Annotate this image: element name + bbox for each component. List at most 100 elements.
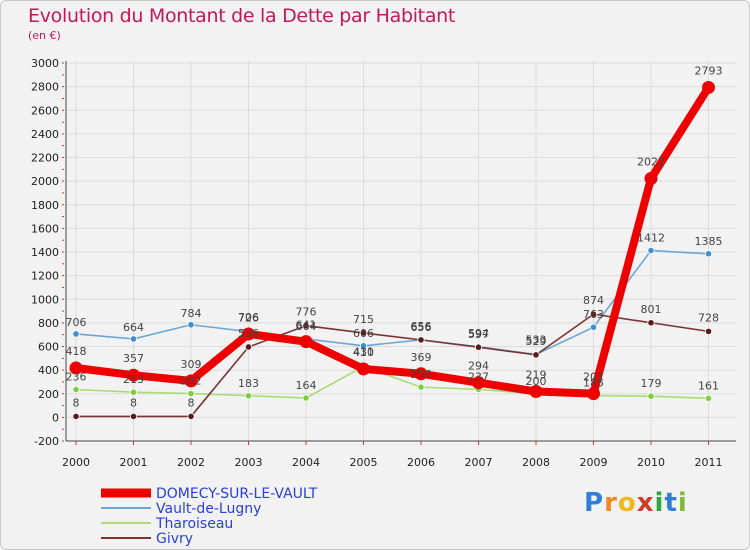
data-label: 183 [238, 377, 259, 390]
y-tick-label: 800 [38, 317, 59, 330]
data-label: 237 [468, 370, 489, 383]
x-tick-label: 2011 [695, 456, 723, 469]
data-label: 664 [123, 321, 144, 334]
data-label: 8 [188, 396, 195, 409]
series-line-vault-de-lugny [75, 249, 710, 356]
data-label: 529 [526, 335, 547, 348]
logo-letter: P [584, 488, 605, 518]
data-label: 256 [411, 368, 432, 381]
data-label: 594 [468, 327, 489, 340]
data-point [587, 387, 600, 401]
data-label: 763 [583, 308, 604, 321]
chart-title: Evolution du Montant de la Dette par Hab… [28, 5, 456, 27]
data-label: 369 [411, 351, 432, 364]
data-label: 164 [296, 379, 317, 392]
data-label: 8 [130, 396, 137, 409]
logo-letter: r [604, 488, 618, 518]
data-point [704, 250, 713, 258]
y-tick-label: 2600 [31, 104, 59, 117]
data-label: 185 [583, 377, 604, 390]
data-point [187, 412, 195, 421]
y-tick-label: 3000 [31, 57, 59, 70]
data-point [299, 335, 313, 349]
data-label: 597 [468, 328, 489, 341]
data-point [702, 80, 715, 94]
data-label: 8 [73, 396, 80, 409]
data-point [302, 394, 310, 402]
y-tick-label: 1400 [31, 246, 59, 259]
data-label: 656 [411, 320, 432, 333]
data-point [184, 374, 198, 388]
data-point [647, 246, 655, 255]
data-point [357, 362, 370, 376]
data-point [129, 412, 138, 421]
data-point [72, 412, 80, 421]
data-point [302, 322, 310, 330]
legend-label: Vault-de-Lugny [156, 501, 261, 517]
data-point [127, 368, 140, 382]
data-point [129, 388, 138, 396]
data-label: 431 [353, 345, 374, 358]
x-tick-label: 2005 [350, 456, 378, 469]
data-label: 410 [353, 346, 374, 359]
data-label: 418 [66, 345, 87, 358]
x-tick-label: 2001 [120, 456, 148, 469]
y-tick-label: 0 [52, 411, 59, 424]
data-point [69, 361, 83, 375]
data-point [647, 392, 655, 400]
data-point [242, 327, 255, 341]
data-label: 179 [641, 377, 662, 390]
data-label: 726 [238, 312, 259, 325]
logo-letter: i [654, 488, 665, 518]
data-point [529, 385, 543, 399]
data-point [589, 323, 598, 331]
y-tick-label: 2000 [31, 175, 59, 188]
data-point [187, 321, 195, 329]
data-point [244, 343, 253, 351]
data-point [72, 330, 80, 338]
legend: DOMECY-SUR-LE-VAULTVault-de-LugnyTharois… [101, 486, 318, 547]
data-label: 606 [353, 327, 374, 340]
y-tick-label: 1200 [31, 270, 59, 283]
x-tick-label: 2009 [580, 456, 608, 469]
legend-label: Tharoiseau [155, 516, 233, 532]
data-label: 664 [296, 320, 317, 333]
axis-layer: -200 0 200 400 600 800 1000 1200 1400 1600 1800 200… [31, 57, 736, 469]
data-label: 309 [181, 358, 202, 371]
data-label: 2022 [637, 156, 665, 169]
data-label: 784 [181, 307, 202, 320]
y-tick-label: 400 [38, 364, 59, 377]
y-tick-label: 1000 [31, 293, 59, 306]
data-label: 715 [353, 313, 374, 326]
data-point [532, 351, 540, 359]
x-tick-label: 2007 [465, 456, 493, 469]
x-tick-label: 2002 [177, 456, 205, 469]
logo-letter: t [664, 488, 678, 518]
logo-letter: x [636, 488, 655, 518]
y-tick-label: -200 [34, 435, 59, 448]
y-tick-label: 200 [38, 388, 59, 401]
data-label: 219 [526, 369, 547, 382]
data-label: 874 [583, 294, 604, 307]
data-label: 1385 [695, 235, 723, 248]
lines-layer [69, 80, 715, 421]
data-point [414, 367, 428, 381]
data-label: 200 [526, 375, 547, 388]
data-label: 776 [296, 306, 317, 319]
legend-label: DOMECY-SUR-LE-VAULT [156, 486, 318, 502]
data-label: 801 [641, 303, 662, 316]
data-label: 596 [238, 327, 259, 340]
chart-unit-label: (en €) [28, 29, 61, 42]
data-label: 161 [698, 379, 719, 392]
data-point [647, 319, 655, 327]
y-tick-label: 600 [38, 341, 59, 354]
x-tick-label: 2006 [407, 456, 435, 469]
data-label: 706 [66, 316, 87, 329]
data-label: 533 [526, 333, 547, 346]
data-point [187, 389, 195, 398]
y-tick-label: 2200 [31, 152, 59, 165]
y-tick-label: 2800 [31, 81, 59, 94]
series-line-tharoiseau [75, 365, 710, 400]
data-label: 213 [123, 373, 144, 386]
